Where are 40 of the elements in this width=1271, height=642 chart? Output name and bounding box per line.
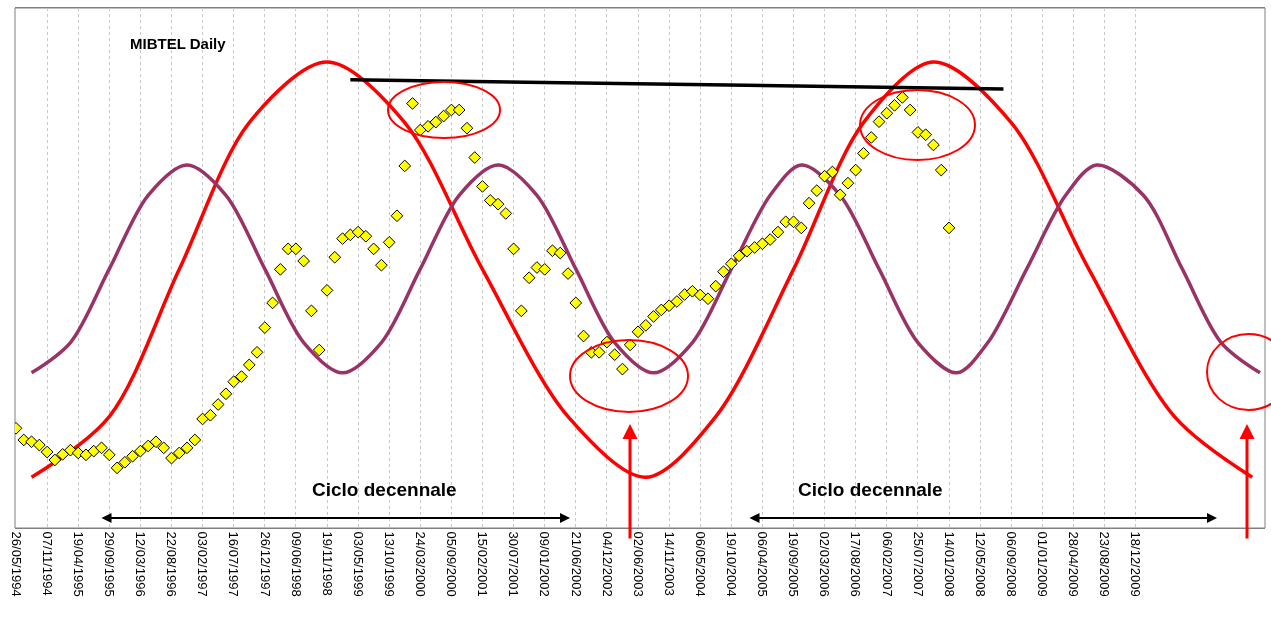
- x-tick-label: 04/12/2002: [599, 531, 615, 597]
- annotation: Ciclo decennale: [312, 479, 457, 500]
- x-tick-label: 14/11/2003: [661, 531, 677, 596]
- x-tick-label: 25/07/2007: [910, 531, 926, 597]
- x-tick-label: 24/03/2000: [413, 531, 429, 597]
- x-tick-label: 03/02/1997: [195, 531, 211, 597]
- x-tick-label: 23/08/2009: [1097, 531, 1113, 597]
- x-tick-label: 09/06/1998: [288, 531, 304, 597]
- x-tick-label: 01/01/2009: [1035, 531, 1051, 597]
- x-tick-label: 26/05/1994: [8, 531, 24, 597]
- x-tick-label: 21/06/2002: [568, 531, 584, 597]
- x-tick-label: 06/09/2008: [1003, 531, 1019, 597]
- x-tick-label: 17/08/2006: [848, 531, 864, 597]
- x-tick-label: 07/11/1994: [39, 531, 55, 596]
- x-tick-label: 12/03/1996: [133, 531, 149, 597]
- x-tick-label: 22/08/1996: [164, 531, 180, 597]
- x-tick-label: 03/05/1999: [350, 531, 366, 597]
- x-tick-label: 02/03/2006: [817, 531, 833, 597]
- x-tick-label: 05/09/2000: [444, 531, 460, 597]
- chart-title: MIBTEL Daily: [130, 35, 227, 52]
- x-tick-label: 12/05/2008: [972, 531, 988, 597]
- x-tick-label: 18/12/2009: [1128, 531, 1144, 597]
- x-tick-label: 30/07/2001: [506, 531, 522, 597]
- x-tick-label: 19/10/2004: [724, 531, 740, 597]
- x-tick-label: 28/04/2009: [1066, 531, 1082, 597]
- x-tick-label: 14/01/2008: [941, 531, 957, 597]
- x-tick-label: 13/10/1999: [381, 531, 397, 597]
- x-tick-label: 06/02/2007: [879, 531, 895, 597]
- x-tick-label: 19/11/1998: [319, 531, 335, 596]
- annotation: Ciclo decennale: [798, 479, 943, 500]
- x-tick-label: 02/06/2003: [630, 531, 646, 597]
- x-tick-label: 19/09/2005: [786, 531, 802, 597]
- x-tick-label: 06/05/2004: [692, 531, 708, 597]
- x-tick-label: 16/07/1997: [226, 531, 242, 597]
- x-tick-label: 06/04/2005: [755, 531, 771, 597]
- x-tick-label: 19/04/1995: [70, 531, 86, 597]
- x-tick-label: 09/01/2002: [537, 531, 553, 597]
- x-tick-label: 15/02/2001: [475, 531, 491, 597]
- x-tick-label: 26/12/1997: [257, 531, 273, 597]
- x-tick-label: 29/09/1995: [102, 531, 118, 597]
